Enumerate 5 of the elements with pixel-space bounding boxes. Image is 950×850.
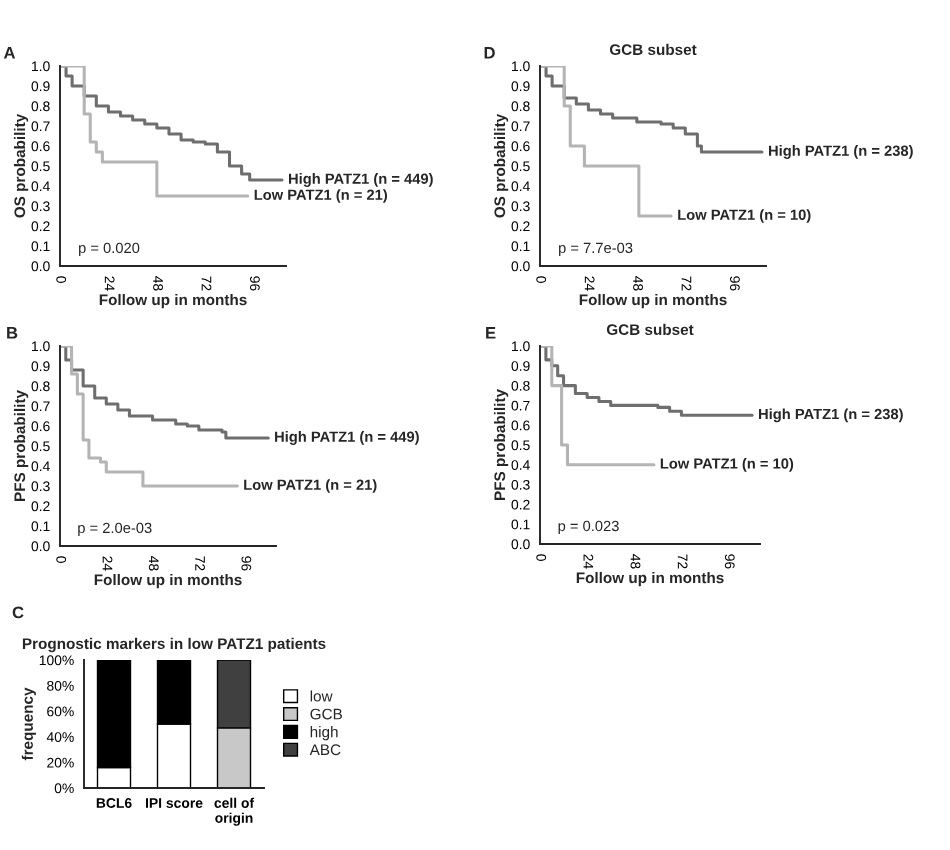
text: B bbox=[7, 327, 18, 339]
text: D bbox=[484, 47, 495, 59]
text: C bbox=[12, 606, 24, 619]
text: E bbox=[486, 327, 496, 339]
text: A bbox=[3, 47, 16, 59]
